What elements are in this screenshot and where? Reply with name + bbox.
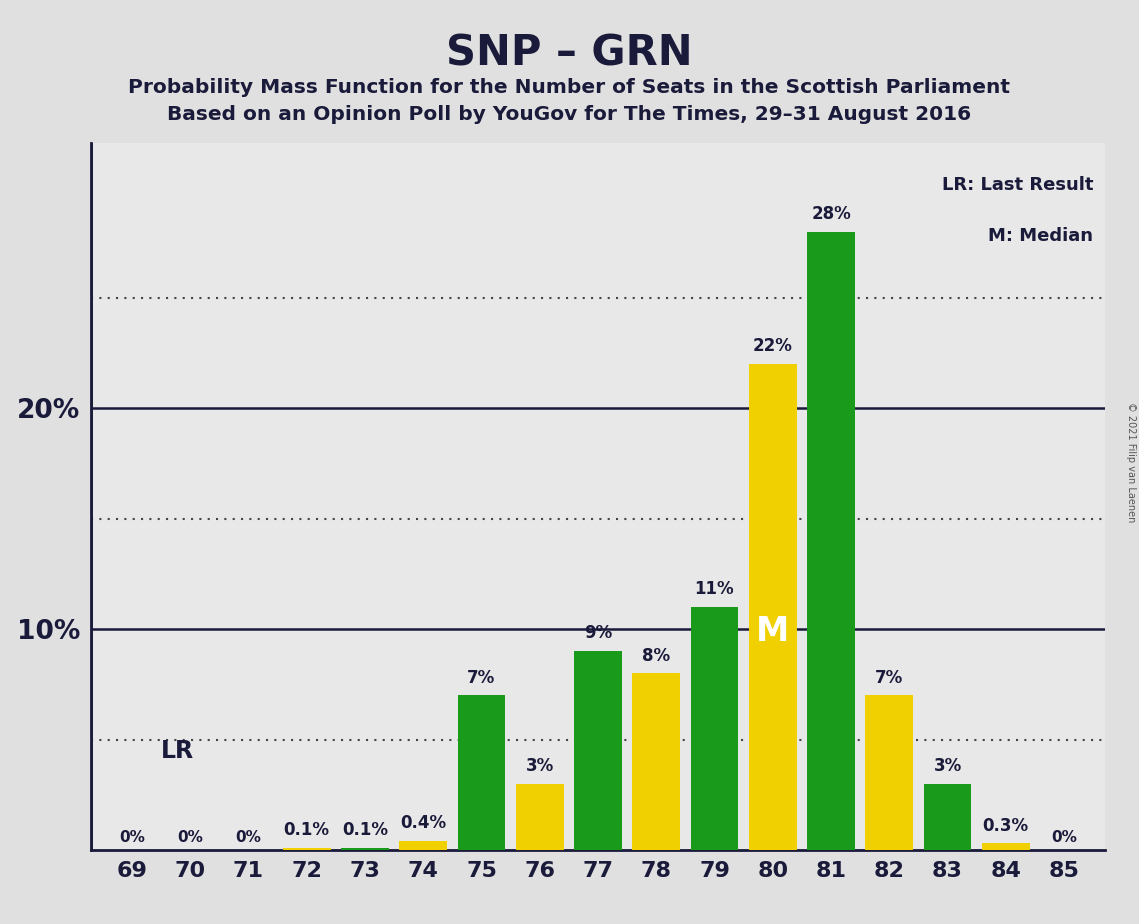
Bar	[458, 696, 506, 850]
Text: LR: Last Result: LR: Last Result	[942, 176, 1093, 194]
Text: 8%: 8%	[642, 647, 670, 664]
Text: Probability Mass Function for the Number of Seats in the Scottish Parliament: Probability Mass Function for the Number…	[129, 78, 1010, 97]
Bar	[632, 674, 680, 850]
Text: 0%: 0%	[178, 830, 203, 845]
Bar	[748, 364, 796, 850]
Text: 11%: 11%	[695, 580, 735, 598]
Text: 0.1%: 0.1%	[342, 821, 388, 839]
Text: 0.3%: 0.3%	[983, 817, 1029, 834]
Text: 28%: 28%	[811, 205, 851, 223]
Bar	[690, 607, 738, 850]
Bar	[341, 848, 388, 850]
Text: M: M	[756, 614, 789, 648]
Bar	[400, 841, 448, 850]
Text: Based on an Opinion Poll by YouGov for The Times, 29–31 August 2016: Based on an Opinion Poll by YouGov for T…	[167, 105, 972, 125]
Text: SNP – GRN: SNP – GRN	[446, 32, 693, 74]
Text: 22%: 22%	[753, 337, 793, 356]
Bar	[866, 696, 913, 850]
Bar	[982, 844, 1030, 850]
Text: LR: LR	[161, 738, 194, 762]
Bar	[924, 784, 972, 850]
Bar	[282, 848, 330, 850]
Text: 7%: 7%	[467, 669, 495, 687]
Text: M: Median: M: Median	[989, 227, 1093, 245]
Text: 0%: 0%	[118, 830, 145, 845]
Text: © 2021 Filip van Laenen: © 2021 Filip van Laenen	[1126, 402, 1136, 522]
Text: 0%: 0%	[1051, 830, 1077, 845]
Text: 9%: 9%	[584, 625, 612, 642]
Text: 0.4%: 0.4%	[400, 814, 446, 833]
Text: 3%: 3%	[525, 757, 554, 775]
Bar	[808, 232, 855, 850]
Text: 3%: 3%	[933, 757, 961, 775]
Text: 7%: 7%	[875, 669, 903, 687]
Text: 0%: 0%	[236, 830, 261, 845]
Bar	[516, 784, 564, 850]
Bar	[574, 651, 622, 850]
Text: 0.1%: 0.1%	[284, 821, 329, 839]
